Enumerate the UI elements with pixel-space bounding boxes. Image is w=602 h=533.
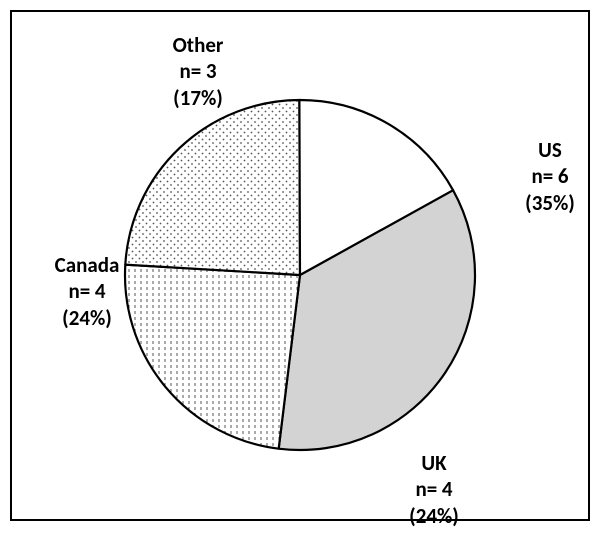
slice-label-line: n= 4 — [42, 278, 132, 304]
slice-label-line: n= 6 — [510, 163, 590, 189]
slice-label-line: n= 3 — [158, 58, 238, 84]
chart-frame: US n= 6 (35%) UK n= 4 (24%) Canada n= 4 … — [10, 10, 590, 521]
slice-label-line: n= 4 — [394, 476, 474, 502]
slice-label-line: (17%) — [158, 85, 238, 111]
pie-slice-canada — [125, 100, 300, 275]
slice-label-line: UK — [394, 450, 474, 476]
slice-label-line: US — [510, 137, 590, 163]
slice-label-other: Other n= 3 (17%) — [158, 32, 238, 111]
slice-label-canada: Canada n= 4 (24%) — [42, 252, 132, 331]
slice-label-line: (35%) — [510, 190, 590, 216]
slice-label-line: Other — [158, 32, 238, 58]
slice-label-uk: UK n= 4 (24%) — [394, 450, 474, 529]
slice-label-line: (24%) — [394, 503, 474, 529]
slice-label-us: US n= 6 (35%) — [510, 137, 590, 216]
pie-slice-uk — [125, 265, 300, 449]
slice-label-line: Canada — [42, 252, 132, 278]
slice-label-line: (24%) — [42, 305, 132, 331]
